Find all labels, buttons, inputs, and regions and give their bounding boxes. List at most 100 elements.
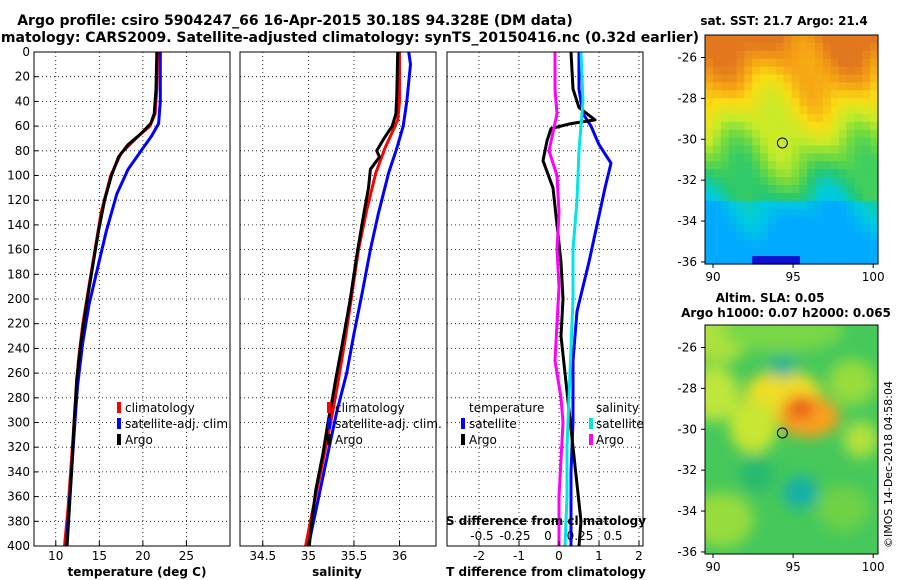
sst-map-cell	[870, 82, 879, 91]
sst-map-cell	[712, 161, 722, 170]
sst-map-title: sat. SST: 21.7 Argo: 21.4	[700, 14, 867, 28]
sst-map-cell	[783, 256, 793, 265]
sst-map-cell	[846, 232, 856, 241]
sst-map-cell	[752, 177, 761, 186]
sst-map-cell	[720, 98, 730, 107]
sst-map-cell	[767, 121, 777, 131]
sst-map-cell	[736, 177, 745, 186]
x-tick-label: 15	[92, 549, 107, 563]
sst-map-cell	[712, 232, 722, 241]
sst-map-cell	[775, 232, 785, 241]
sst-map-cell	[807, 145, 816, 155]
sst-map-cell	[791, 232, 800, 241]
legend-swatch-t-satellite	[461, 418, 465, 429]
legend-label-climatology: climatology	[125, 401, 195, 415]
sst-map-cell	[775, 185, 785, 194]
t-difference-axis-label: T difference from climatology	[446, 565, 646, 579]
temperature-legend: climatology satellite-adj. clim. Argo	[117, 401, 232, 447]
sst-map-cell	[854, 256, 863, 265]
sst-map-cell	[744, 66, 753, 76]
sst-map-cell	[760, 208, 769, 218]
lat-tick-label: -30	[677, 422, 697, 436]
sst-map-cell	[712, 185, 722, 194]
sst-map-cell	[862, 129, 871, 139]
sst-map-cell	[799, 129, 808, 139]
sla-anomaly-blob	[722, 325, 844, 353]
sst-map-cell	[838, 98, 848, 107]
sst-map-cell	[744, 137, 753, 147]
sst-map-cell	[705, 224, 714, 234]
sst-map-cell	[870, 121, 879, 131]
sst-map-cell	[760, 185, 769, 194]
sst-map-cell	[728, 35, 738, 44]
sst-map-cell	[807, 137, 816, 147]
sst-map-cell	[807, 185, 816, 194]
sst-map-cell	[830, 145, 840, 155]
sst-map-cell	[783, 192, 793, 202]
sst-map-cell	[846, 106, 856, 115]
sst-map-cell	[705, 216, 714, 226]
sst-map-cell	[712, 66, 722, 76]
sst-map-cell	[862, 256, 871, 265]
sst-map-cell	[807, 66, 816, 76]
sst-map-cell	[720, 66, 730, 76]
sst-map-cell	[736, 256, 745, 265]
sst-map-cell	[791, 113, 800, 123]
sla-anomaly-blob	[705, 366, 740, 422]
sst-map-cell	[720, 169, 730, 178]
sst-map-cell	[854, 106, 863, 115]
sst-map-cell	[775, 256, 785, 265]
sst-map-cell	[752, 200, 761, 210]
lon-tick-label: 90	[705, 560, 720, 574]
sst-map-cell	[775, 216, 785, 226]
sst-map-cell	[705, 153, 714, 162]
sst-map-cell	[736, 90, 745, 99]
sla-map-title-line-1: Altim. SLA: 0.05	[716, 291, 825, 305]
sst-map-cell	[767, 224, 777, 234]
sst-map-cell	[744, 106, 753, 115]
sst-map-cell	[830, 161, 840, 170]
sla-anomaly-blob	[843, 421, 878, 458]
sst-map-cell	[807, 208, 816, 218]
sst-map-cell	[760, 113, 769, 123]
sst-map-cell	[862, 137, 871, 147]
sst-map-cell	[862, 98, 871, 107]
sst-map-cell	[815, 58, 824, 68]
sst-map-cell	[736, 50, 745, 60]
sst-map-cell	[870, 240, 879, 249]
sst-map-cell	[775, 50, 785, 60]
sst-map-cell	[838, 153, 848, 162]
sst-map-cell	[791, 240, 800, 249]
sst-map-cell	[791, 224, 800, 234]
sst-map-cell	[854, 240, 863, 249]
sst-map-cell	[775, 42, 785, 52]
sst-map-cell	[799, 200, 808, 210]
sst-map-cell	[783, 248, 793, 257]
sst-map-cell	[752, 153, 761, 162]
sst-map-cell	[862, 240, 871, 249]
sst-map-cell	[799, 137, 808, 147]
sla-anomaly-blob	[786, 395, 814, 419]
sst-map-cell	[830, 192, 840, 202]
sla-anomaly-blob	[827, 359, 877, 406]
sst-map-cell	[705, 106, 714, 115]
sst-map-cell	[767, 153, 777, 162]
sst-map-cell	[760, 137, 769, 147]
sst-map-cell	[854, 121, 863, 131]
sst-map-cell	[799, 208, 808, 218]
sst-map-cell	[783, 208, 793, 218]
sst-map-cell	[822, 58, 832, 68]
legend-label-s-argo: Argo	[596, 433, 624, 447]
sst-map-cell	[846, 161, 856, 170]
sst-map-cell	[838, 121, 848, 131]
sst-map-cell	[846, 248, 856, 257]
sst-map-cell	[854, 224, 863, 234]
sst-map-cell	[791, 216, 800, 226]
salinity-series-group	[304, 51, 412, 547]
sst-map-cell	[720, 106, 730, 115]
sst-map-cell	[720, 161, 730, 170]
sst-map-cell	[783, 169, 793, 178]
figure-title-line-1: Argo profile: csiro 5904247_66 16-Apr-20…	[17, 13, 573, 29]
sst-map-cell	[815, 50, 824, 60]
sst-map-cell	[760, 98, 769, 107]
